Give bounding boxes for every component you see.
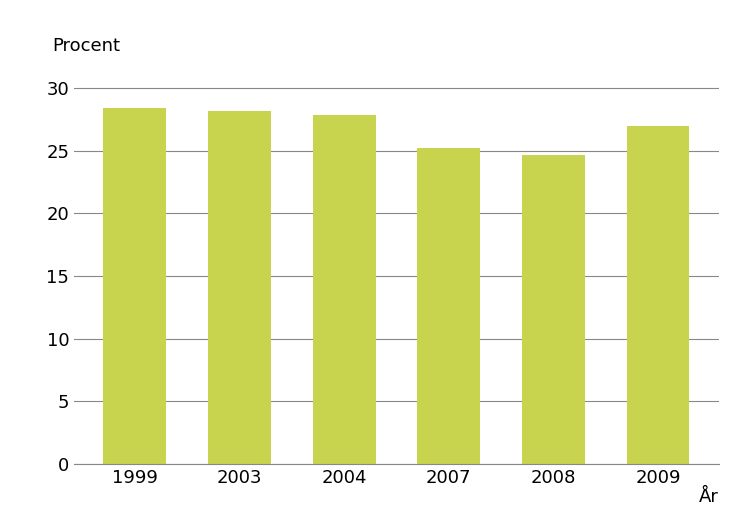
Bar [522,154,585,464]
Text: År: År [699,488,719,506]
Text: Procent: Procent [52,37,120,55]
Bar [627,126,689,464]
Bar [417,149,480,464]
Bar [208,111,271,464]
Bar [313,114,376,464]
Bar [104,109,166,464]
